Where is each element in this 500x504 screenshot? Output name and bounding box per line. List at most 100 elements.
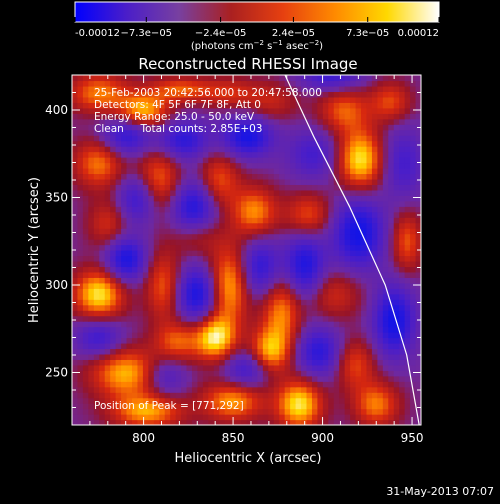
heatmap-cell — [366, 370, 373, 377]
heatmap-cell — [170, 189, 177, 196]
heatmap-cell — [399, 206, 406, 213]
heatmap-cell — [290, 392, 297, 399]
heatmap-cell — [355, 146, 362, 153]
heatmap-cell — [415, 326, 421, 333]
heatmap-cell — [371, 375, 378, 382]
heatmap-cell — [279, 288, 286, 295]
heatmap-cell — [251, 102, 258, 109]
heatmap-cell — [257, 266, 264, 273]
heatmap-cell — [262, 299, 269, 306]
heatmap-cell — [104, 167, 111, 175]
heatmap-cell — [241, 326, 248, 333]
heatmap-cell — [224, 386, 231, 393]
heatmap-cell — [126, 189, 133, 196]
heatmap-cell — [153, 337, 160, 344]
heatmap-cell — [410, 392, 417, 399]
heatmap-cell — [148, 321, 155, 328]
heatmap-cell — [284, 375, 291, 382]
heatmap-cell — [137, 178, 144, 185]
heatmap-cell — [126, 244, 133, 251]
heatmap-cell — [197, 271, 204, 278]
heatmap-cell — [284, 124, 291, 131]
heatmap-cell — [88, 162, 95, 169]
heatmap-cell — [344, 102, 351, 109]
heatmap-cell — [88, 80, 95, 87]
heatmap-cell — [159, 342, 166, 350]
heatmap-cell — [262, 419, 269, 425]
heatmap-cell — [399, 211, 406, 218]
heatmap-cell — [333, 140, 340, 147]
heatmap-cell — [175, 326, 182, 333]
heatmap-cell — [388, 299, 395, 306]
heatmap-cell — [339, 146, 346, 153]
heatmap-cell — [181, 239, 188, 246]
heatmap-cell — [361, 337, 368, 344]
heatmap-cell — [219, 96, 226, 103]
heatmap-cell — [361, 353, 368, 360]
heatmap-cell — [366, 381, 373, 388]
heatmap-cell — [339, 266, 346, 273]
heatmap-cell — [311, 293, 318, 300]
heatmap-cell — [175, 271, 182, 278]
heatmap-cell — [377, 250, 384, 257]
heatmap-cell — [115, 255, 122, 262]
heatmap-cell — [208, 271, 215, 278]
heatmap-cell — [388, 304, 395, 311]
heatmap-cell — [99, 206, 106, 213]
heatmap-cell — [246, 239, 253, 246]
heatmap-cell — [328, 189, 335, 196]
heatmap-cell — [382, 151, 389, 158]
heatmap-cell — [306, 118, 313, 125]
heatmap-cell — [224, 129, 231, 136]
heatmap-cell — [230, 157, 237, 164]
heatmap-cell — [99, 228, 106, 235]
heatmap-cell — [99, 370, 106, 377]
heatmap-cell — [93, 364, 100, 371]
heatmap-cell — [382, 178, 389, 185]
heatmap-cell — [213, 102, 220, 109]
heatmap-cell — [181, 167, 188, 175]
heatmap-cell — [317, 167, 324, 175]
heatmap-cell — [159, 195, 166, 202]
heatmap-cell — [268, 370, 275, 377]
heatmap-cell — [142, 85, 149, 93]
heatmap-cell — [355, 260, 362, 268]
heatmap-cell — [311, 80, 318, 87]
heatmap-cell — [333, 129, 340, 136]
heatmap-cell — [82, 348, 89, 355]
heatmap-cell — [93, 375, 100, 382]
heatmap-cell — [82, 381, 89, 388]
heatmap-cell — [93, 75, 100, 82]
heatmap-cell — [175, 353, 182, 360]
heatmap-cell — [333, 217, 340, 224]
heatmap-cell — [322, 91, 329, 98]
heatmap-cell — [246, 288, 253, 295]
heatmap-cell — [295, 157, 302, 164]
heatmap-cell — [333, 189, 340, 196]
heatmap-cell — [399, 200, 406, 207]
heatmap-cell — [273, 337, 280, 344]
heatmap-cell — [153, 250, 160, 257]
heatmap-cell — [361, 233, 368, 240]
heatmap-cell — [208, 146, 215, 153]
heatmap-cell — [148, 113, 155, 120]
heatmap-cell — [257, 184, 264, 191]
heatmap-cell — [366, 304, 373, 311]
heatmap-cell — [350, 293, 357, 300]
heatmap-cell — [273, 299, 280, 306]
heatmap-cell — [186, 337, 193, 344]
heatmap-cell — [99, 397, 106, 404]
heatmap-cell — [142, 124, 149, 131]
heatmap-cell — [88, 260, 95, 268]
heatmap-cell — [328, 386, 335, 393]
heatmap-cell — [208, 173, 215, 180]
heatmap-cell — [110, 266, 117, 273]
heatmap-cell — [382, 337, 389, 344]
heatmap-cell — [121, 250, 128, 257]
heatmap-cell — [121, 118, 128, 125]
heatmap-cell — [164, 118, 171, 125]
heatmap-cell — [339, 233, 346, 240]
heatmap-cell — [110, 96, 117, 103]
heatmap-cell — [268, 239, 275, 246]
